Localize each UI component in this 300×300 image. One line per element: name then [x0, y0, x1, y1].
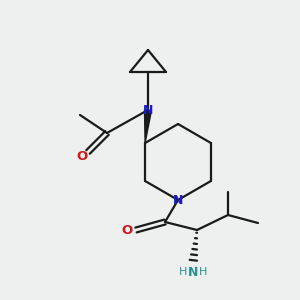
Text: O: O — [76, 149, 88, 163]
Text: O: O — [122, 224, 133, 238]
Text: H: H — [199, 267, 207, 277]
Text: N: N — [173, 194, 183, 206]
Text: N: N — [188, 266, 198, 278]
Polygon shape — [145, 110, 152, 143]
Text: N: N — [143, 103, 153, 116]
Text: H: H — [179, 267, 187, 277]
